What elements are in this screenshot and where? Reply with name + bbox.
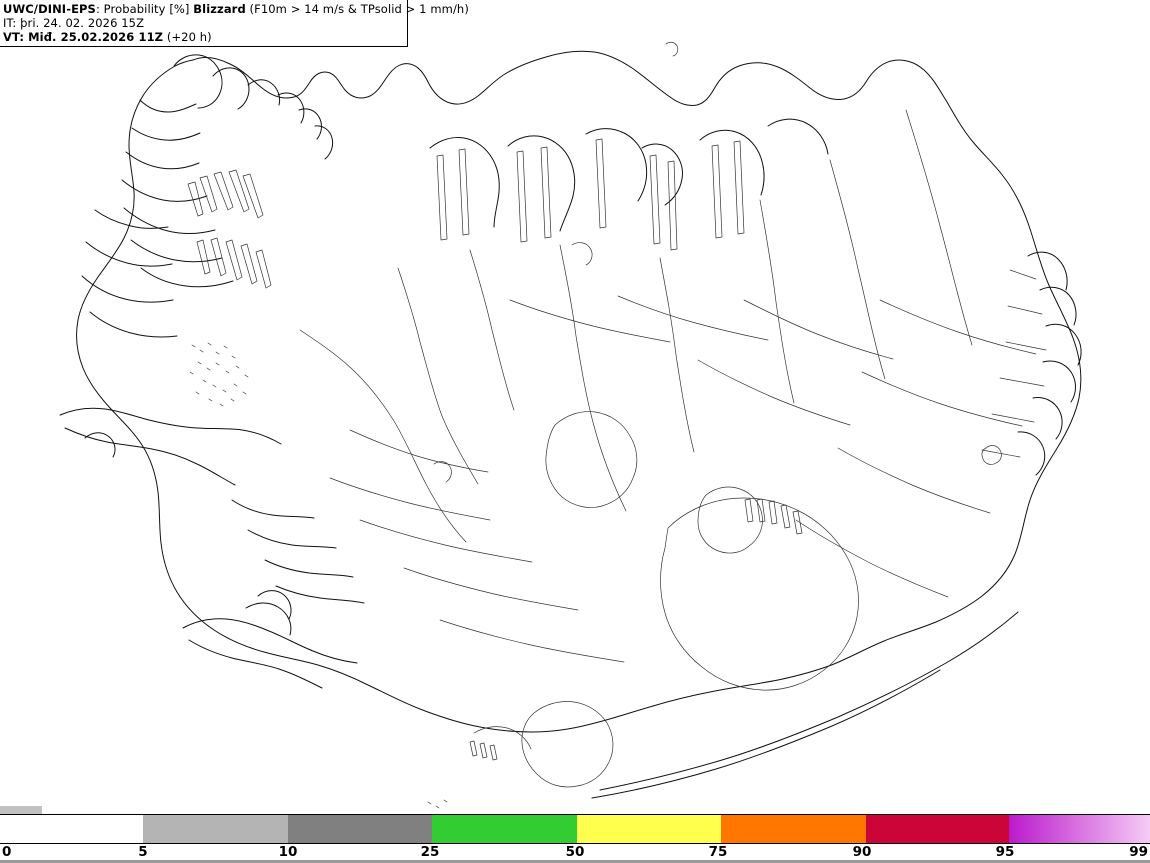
- colorbar-tick-99: 99: [1129, 844, 1148, 860]
- colorbar-segment-25-50: [432, 815, 577, 843]
- colorbar-tick-95: 95: [995, 844, 1015, 860]
- colorbar-tick-0: 0: [2, 844, 12, 860]
- init-time-value: þri. 24. 02. 2026 15Z: [20, 16, 145, 30]
- colorbar-segments: [0, 815, 1150, 843]
- colorbar-segment-90-95: [866, 815, 1009, 843]
- iceland-coastline-map: [59, 41, 1082, 812]
- colorbar-tick-25: 25: [420, 844, 440, 860]
- colorbar-segment-5-10: [143, 815, 288, 843]
- colorbar-tick-labels: 0 5 10 25 50 75 90 95 99: [0, 844, 1150, 860]
- colorbar-segment-95-99: [1009, 815, 1150, 843]
- colorbar-tick-90: 90: [852, 844, 872, 860]
- colorbar-segment-50-75: [577, 815, 721, 843]
- forecast-info-box: UWC/DINI-EPS: Probability [%] Blizzard (…: [0, 0, 469, 47]
- colorbar-segment-75-90: [721, 815, 866, 843]
- valid-time-label: VT: Miđ. 25.02.2026 11Z: [3, 30, 164, 44]
- colorbar-tick-75: 75: [708, 844, 728, 860]
- colorbar-bottom-rule: [0, 843, 1150, 844]
- init-time-label: IT:: [3, 16, 21, 30]
- probability-colorbar: 0 5 10 25 50 75 90 95 99: [0, 814, 1150, 863]
- map-canvas[interactable]: [0, 0, 1150, 812]
- valid-time-lead: (+20 h): [163, 30, 212, 44]
- event-condition: (F10m > 14 m/s & TPsolid > 1 mm/h): [245, 2, 469, 16]
- model-separator: :: [95, 2, 104, 16]
- info-line-model-parameter: UWC/DINI-EPS: Probability [%] Blizzard (…: [3, 2, 469, 16]
- colorbar-footer-rule: [0, 860, 1150, 863]
- event-name: Blizzard: [193, 2, 246, 16]
- info-line-valid-time: VT: Miđ. 25.02.2026 11Z (+20 h): [3, 30, 407, 44]
- colorbar-segment-0-5: [0, 815, 143, 843]
- render-artifact-blob: [0, 806, 42, 814]
- model-name: UWC/DINI-EPS: [3, 2, 96, 16]
- colorbar-tick-5: 5: [138, 844, 148, 860]
- colorbar-segment-10-25: [288, 815, 432, 843]
- colorbar-tick-10: 10: [278, 844, 298, 860]
- quantity-label: Probability [%]: [103, 2, 194, 16]
- colorbar-tick-50: 50: [565, 844, 585, 860]
- info-line-init-time: IT: þri. 24. 02. 2026 15Z: [3, 16, 407, 30]
- colorbar-top-rule: [0, 814, 1150, 815]
